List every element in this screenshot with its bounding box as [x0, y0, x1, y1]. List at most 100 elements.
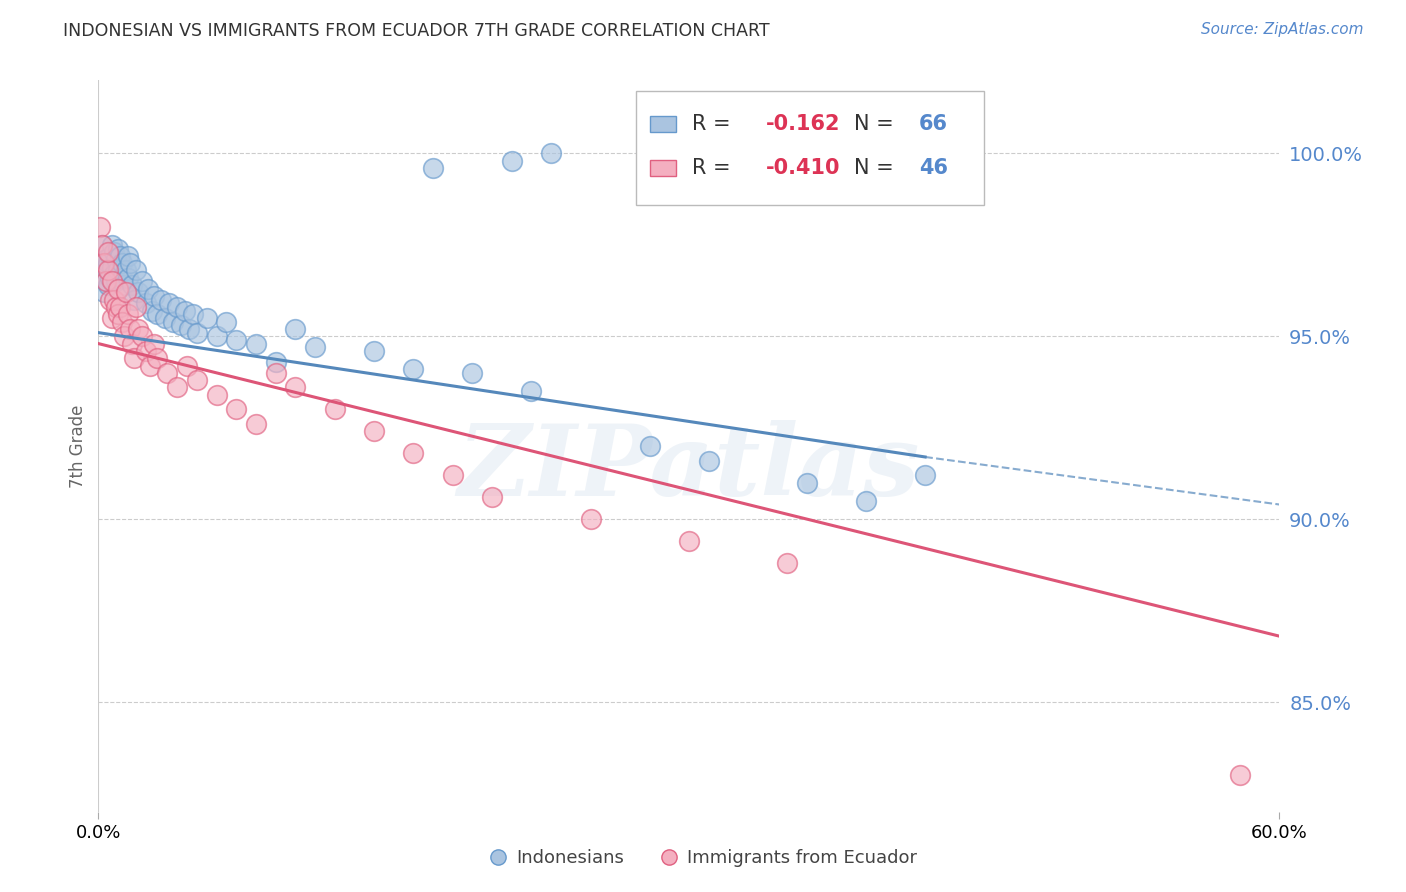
Point	[111, 256, 134, 270]
Point	[284, 380, 307, 394]
Point	[97, 278, 120, 293]
Point	[579, 512, 602, 526]
Point	[678, 534, 700, 549]
Point	[103, 245, 125, 260]
Point	[111, 315, 134, 329]
Point	[225, 402, 247, 417]
Text: Source: ZipAtlas.com: Source: ZipAtlas.com	[1201, 22, 1364, 37]
Point	[142, 289, 165, 303]
Point	[121, 278, 143, 293]
Point	[107, 263, 129, 277]
Point	[91, 237, 114, 252]
Point	[125, 263, 148, 277]
Point	[501, 153, 523, 168]
Point	[855, 493, 877, 508]
Point	[107, 282, 129, 296]
Point	[174, 303, 197, 318]
Point	[176, 359, 198, 373]
Point	[146, 307, 169, 321]
Point	[89, 219, 111, 234]
Point	[89, 256, 111, 270]
Point	[118, 322, 141, 336]
Point	[131, 329, 153, 343]
Point	[115, 285, 138, 300]
Text: 66: 66	[920, 114, 948, 134]
Point	[264, 355, 287, 369]
Point	[131, 274, 153, 288]
Point	[98, 293, 121, 307]
Point	[1229, 768, 1251, 782]
Point	[112, 329, 135, 343]
Point	[91, 237, 114, 252]
Point	[402, 362, 425, 376]
Point	[638, 439, 661, 453]
Point	[101, 274, 124, 288]
Point	[122, 351, 145, 366]
Point	[103, 293, 125, 307]
Point	[481, 490, 503, 504]
Point	[101, 237, 124, 252]
Point	[96, 252, 118, 267]
Point	[186, 326, 208, 340]
Point	[93, 256, 115, 270]
Point	[181, 307, 204, 321]
Point	[520, 384, 543, 398]
Point	[422, 161, 444, 175]
Text: INDONESIAN VS IMMIGRANTS FROM ECUADOR 7TH GRADE CORRELATION CHART: INDONESIAN VS IMMIGRANTS FROM ECUADOR 7T…	[63, 22, 770, 40]
Point	[93, 285, 115, 300]
Point	[117, 270, 139, 285]
Point	[135, 343, 157, 358]
Point	[138, 359, 160, 373]
Point	[107, 307, 129, 321]
Point	[117, 307, 139, 321]
Legend: Indonesians, Immigrants from Ecuador: Indonesians, Immigrants from Ecuador	[482, 842, 924, 874]
Point	[105, 274, 128, 288]
Point	[697, 453, 720, 467]
Point	[136, 282, 159, 296]
Point	[225, 333, 247, 347]
Point	[146, 351, 169, 366]
Point	[245, 336, 267, 351]
Point	[177, 322, 200, 336]
Point	[121, 336, 143, 351]
Point	[150, 293, 173, 307]
Point	[363, 425, 385, 439]
Point	[215, 315, 238, 329]
Point	[142, 336, 165, 351]
Point	[141, 303, 163, 318]
Point	[441, 468, 464, 483]
Point	[96, 274, 118, 288]
Point	[155, 311, 177, 326]
Point	[162, 315, 184, 329]
Point	[363, 343, 385, 358]
Point	[98, 270, 121, 285]
Point	[135, 296, 157, 310]
Point	[101, 311, 124, 326]
Point	[127, 322, 149, 336]
Point	[776, 556, 799, 570]
Point	[118, 256, 141, 270]
Point	[156, 366, 179, 380]
Text: -0.410: -0.410	[766, 158, 841, 178]
Point	[402, 446, 425, 460]
Text: R =: R =	[693, 114, 738, 134]
Point	[914, 468, 936, 483]
Point	[97, 245, 120, 260]
Bar	[636, 91, 984, 204]
Point	[112, 278, 135, 293]
Point	[97, 256, 120, 270]
Bar	[650, 160, 676, 176]
Point	[166, 300, 188, 314]
Point	[195, 311, 218, 326]
Point	[115, 263, 138, 277]
Point	[103, 267, 125, 281]
Text: ZIPatlas: ZIPatlas	[458, 420, 920, 516]
Point	[125, 300, 148, 314]
Point	[461, 366, 484, 380]
Point	[101, 260, 124, 274]
Text: -0.162: -0.162	[766, 114, 841, 134]
Text: N =: N =	[855, 114, 901, 134]
Point	[122, 293, 145, 307]
Text: 46: 46	[920, 158, 948, 178]
Point	[796, 475, 818, 490]
